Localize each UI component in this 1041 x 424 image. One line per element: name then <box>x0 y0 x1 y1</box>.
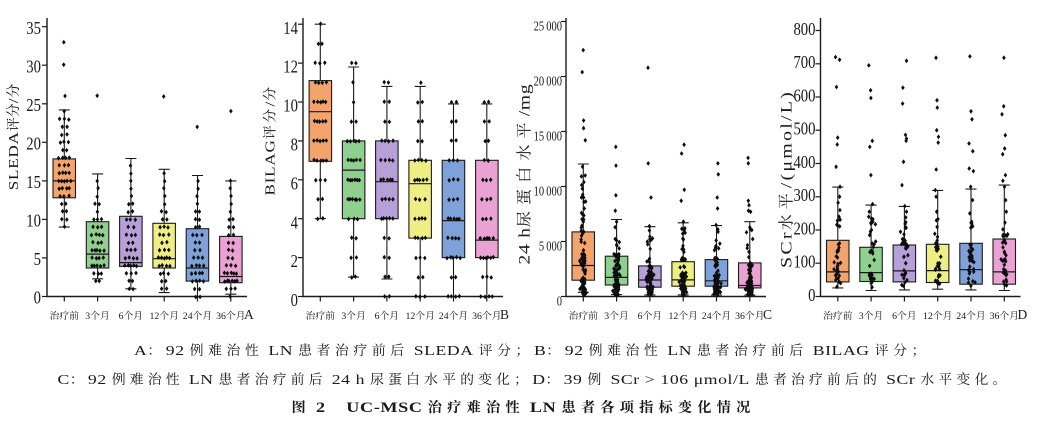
svg-text:3: 3 <box>859 311 864 322</box>
svg-text:15 000: 15 000 <box>534 128 562 144</box>
svg-text:C: C <box>763 307 772 322</box>
svg-text:92: 92 <box>88 373 107 388</box>
svg-text:500: 500 <box>793 121 815 139</box>
svg-text:SCr: SCr <box>886 373 915 388</box>
svg-text:20: 20 <box>26 135 41 153</box>
svg-text:10: 10 <box>26 213 41 231</box>
svg-text:D: D <box>1018 307 1028 322</box>
svg-text:24: 24 <box>956 311 966 322</box>
svg-text:3: 3 <box>85 311 90 322</box>
svg-text:3: 3 <box>341 311 346 322</box>
svg-text:25: 25 <box>26 97 41 115</box>
svg-text:SCr: SCr <box>611 373 640 388</box>
svg-text:92: 92 <box>565 344 584 359</box>
svg-text:600: 600 <box>793 87 815 105</box>
svg-text:24: 24 <box>702 311 712 322</box>
svg-text:6: 6 <box>375 311 380 322</box>
svg-text:24: 24 <box>332 373 351 388</box>
svg-text:100: 100 <box>793 254 815 272</box>
svg-text:BILAG: BILAG <box>813 344 870 359</box>
svg-text:10 000: 10 000 <box>534 183 562 199</box>
svg-text:4: 4 <box>291 214 298 232</box>
svg-text:C: C <box>58 373 70 388</box>
svg-text:2: 2 <box>316 399 326 416</box>
svg-text:400: 400 <box>793 154 815 172</box>
svg-text:14: 14 <box>283 20 298 38</box>
svg-text:12: 12 <box>669 311 679 322</box>
svg-text:h: h <box>356 373 365 388</box>
svg-text:/mg: /mg <box>515 84 533 117</box>
svg-text:B: B <box>534 344 546 359</box>
svg-text:200: 200 <box>793 220 815 238</box>
svg-text:LN: LN <box>189 373 214 388</box>
svg-text:LN: LN <box>530 399 556 416</box>
svg-text:12: 12 <box>150 311 160 322</box>
svg-text:3: 3 <box>604 311 609 322</box>
svg-text:D: D <box>532 373 545 388</box>
svg-text:SLEDA: SLEDA <box>6 131 21 190</box>
svg-text:A: A <box>134 344 147 359</box>
svg-text:LN: LN <box>667 344 692 359</box>
svg-text:/: / <box>263 101 278 107</box>
svg-text:36: 36 <box>216 311 226 322</box>
svg-text:0: 0 <box>291 292 298 310</box>
svg-text:μmol/L: μmol/L <box>694 373 750 388</box>
svg-text:A: A <box>244 307 254 322</box>
svg-text:36: 36 <box>735 311 745 322</box>
svg-text:10: 10 <box>283 98 298 116</box>
svg-text:6: 6 <box>291 175 298 193</box>
svg-text:36: 36 <box>472 311 482 322</box>
svg-text:/(μmol/L): /(μmol/L) <box>777 90 796 188</box>
svg-text:30: 30 <box>26 58 41 76</box>
svg-text:6: 6 <box>892 311 897 322</box>
svg-text:/: / <box>6 98 21 104</box>
svg-text:300: 300 <box>793 187 815 205</box>
svg-text:24: 24 <box>515 243 533 264</box>
svg-text:12: 12 <box>283 59 298 77</box>
svg-text:SLEDA: SLEDA <box>414 344 474 359</box>
svg-text:24: 24 <box>183 311 193 322</box>
svg-text:BILAG: BILAG <box>263 139 278 195</box>
svg-text:SCr: SCr <box>777 230 795 268</box>
svg-text:15: 15 <box>26 174 41 192</box>
svg-text:UC-MSC: UC-MSC <box>346 399 422 416</box>
svg-text:5 000: 5 000 <box>539 238 562 254</box>
svg-text:0: 0 <box>34 290 41 308</box>
svg-text:h: h <box>515 227 533 238</box>
svg-text:8: 8 <box>291 136 298 154</box>
svg-text:35: 35 <box>26 20 41 38</box>
svg-text:>: > <box>645 373 656 388</box>
svg-text:B: B <box>500 307 509 322</box>
svg-text:92: 92 <box>166 344 185 359</box>
svg-text:39: 39 <box>564 373 583 388</box>
svg-text:106: 106 <box>660 373 688 388</box>
svg-text:12: 12 <box>923 311 933 322</box>
svg-text:12: 12 <box>406 311 416 322</box>
svg-text:2: 2 <box>291 253 298 271</box>
svg-text:6: 6 <box>638 311 643 322</box>
svg-text:24: 24 <box>439 311 449 322</box>
svg-text:0: 0 <box>557 293 562 309</box>
svg-text:6: 6 <box>119 311 124 322</box>
svg-text:LN: LN <box>268 344 293 359</box>
svg-text:0: 0 <box>808 287 815 305</box>
svg-text:800: 800 <box>793 21 815 39</box>
svg-text:5: 5 <box>34 251 41 269</box>
svg-text:700: 700 <box>793 54 815 72</box>
svg-text:20 000: 20 000 <box>534 73 562 89</box>
svg-text:36: 36 <box>990 311 1000 322</box>
svg-text:25 000: 25 000 <box>534 18 562 34</box>
